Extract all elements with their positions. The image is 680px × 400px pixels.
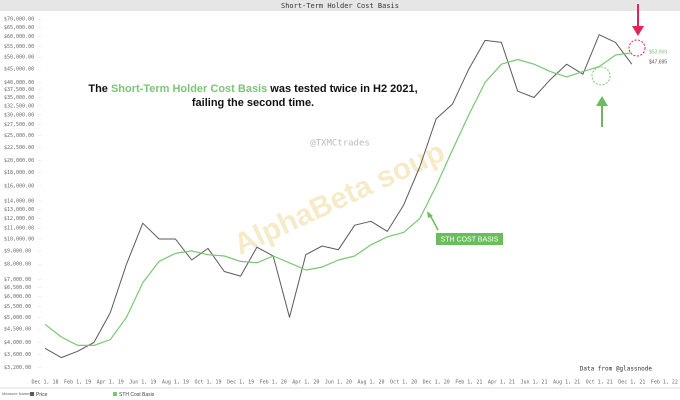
y-tick-label: $8,000.00 <box>4 262 31 268</box>
x-tick-label: Apr 1, 19 <box>97 380 124 386</box>
legend-label: Price <box>36 392 48 398</box>
legend-label: STH Cost Basis <box>119 392 155 398</box>
x-tick-label: Apr 1, 21 <box>488 380 515 386</box>
y-tick-label: $3,200.00 <box>4 365 31 371</box>
x-tick-label: Aug 1, 19 <box>162 380 189 386</box>
y-tick-label: $3,600.00 <box>4 352 31 358</box>
x-tick-label: Aug 1, 21 <box>553 380 580 386</box>
y-tick-label: $4,000.00 <box>4 340 31 346</box>
y-tick-label: $10,000.00 <box>4 236 34 242</box>
y-tick-label: $7,000.00 <box>4 277 31 283</box>
y-tick-label: $60,000.00 <box>4 34 34 40</box>
title-bar <box>0 0 680 11</box>
chart-title: Short-Term Holder Cost Basis <box>281 2 399 10</box>
end-label: $47,695 <box>649 59 667 65</box>
y-tick-label: $18,000.00 <box>4 170 34 176</box>
green-circle <box>591 66 611 86</box>
y-tick-label: $32,500.00 <box>4 103 34 109</box>
y-tick-label: $37,500.00 <box>4 87 34 93</box>
y-tick-label: $20,000.00 <box>4 158 34 164</box>
x-tick-label: Jun 1, 21 <box>520 380 547 386</box>
y-tick-label: $27,500.00 <box>4 122 34 128</box>
source: Data from @glassnode <box>580 366 653 373</box>
x-tick-label: Jun 1, 20 <box>325 380 352 386</box>
x-tick-label: Apr 1, 20 <box>292 380 319 386</box>
callout-arrowhead <box>427 211 433 218</box>
annotation-text: was tested twice in H2 2021, <box>267 83 417 95</box>
y-tick-label: $35,000.00 <box>4 95 34 101</box>
y-tick-label: $12,000.00 <box>4 216 34 222</box>
x-tick-label: Feb 1, 21 <box>455 380 482 386</box>
annotation-highlight: Short-Term Holder Cost Basis <box>111 83 267 95</box>
y-tick-label: $25,000.00 <box>4 133 34 139</box>
x-tick-label: Oct 1, 20 <box>390 380 417 386</box>
callout-box <box>436 233 503 245</box>
x-tick-label: Dec 1, 19 <box>227 380 254 386</box>
x-tick-label: Aug 1, 20 <box>357 380 384 386</box>
y-tick-label: $70,000.00 <box>4 17 34 23</box>
y-tick-label: $4,500.00 <box>4 327 31 333</box>
series-line <box>44 34 633 359</box>
red-arrowhead <box>632 26 644 36</box>
red-circle <box>628 39 646 57</box>
y-tick-label: $5,500.00 <box>4 304 31 310</box>
annotation-text: The <box>88 83 111 95</box>
x-tick-label: Feb 1, 22 <box>651 380 678 386</box>
x-tick-label: Jun 1, 19 <box>129 380 156 386</box>
end-label: $53,969 <box>649 49 667 55</box>
y-tick-label: $30,000.00 <box>4 112 34 118</box>
y-tick-label: $9,000.00 <box>4 248 31 254</box>
x-tick-label: Oct 1, 21 <box>586 380 613 386</box>
y-tick-label: $6,000.00 <box>4 294 31 300</box>
green-arrowhead <box>596 96 608 106</box>
x-tick-label: Feb 1, 20 <box>260 380 287 386</box>
legend-swatch <box>30 392 34 396</box>
x-tick-label: Dec 1, 20 <box>423 380 450 386</box>
x-tick-label: Dec 1, 21 <box>618 380 645 386</box>
y-tick-label: $45,000.00 <box>4 67 34 73</box>
legend-swatch <box>113 392 117 396</box>
callout: STH COST BASIS <box>441 236 499 243</box>
y-tick-label: $65,000.00 <box>4 25 34 31</box>
legend-title: Measure Names <box>2 391 31 396</box>
y-tick-label: $50,000.00 <box>4 55 34 61</box>
x-tick-label: Dec 1, 18 <box>31 380 58 386</box>
y-tick-label: $55,000.00 <box>4 44 34 50</box>
series-line <box>44 52 632 346</box>
annotation: failing the second time. <box>192 97 314 109</box>
y-tick-label: $11,000.00 <box>4 226 34 232</box>
x-tick-label: Oct 1, 19 <box>194 380 221 386</box>
y-tick-label: $13,000.00 <box>4 207 34 213</box>
y-tick-label: $22,500.00 <box>4 145 34 151</box>
y-tick-label: $40,000.00 <box>4 80 34 86</box>
y-tick-label: $5,000.00 <box>4 315 31 321</box>
y-tick-label: $16,000.00 <box>4 183 34 189</box>
watermark: @TXMCtrades <box>310 139 370 149</box>
annotation: The Short-Term Holder Cost Basis was tes… <box>88 83 417 95</box>
y-tick-label: $6,500.00 <box>4 285 31 291</box>
y-tick-label: $14,000.00 <box>4 198 34 204</box>
callout-arrow <box>429 214 439 231</box>
x-tick-label: Feb 1, 19 <box>64 380 91 386</box>
